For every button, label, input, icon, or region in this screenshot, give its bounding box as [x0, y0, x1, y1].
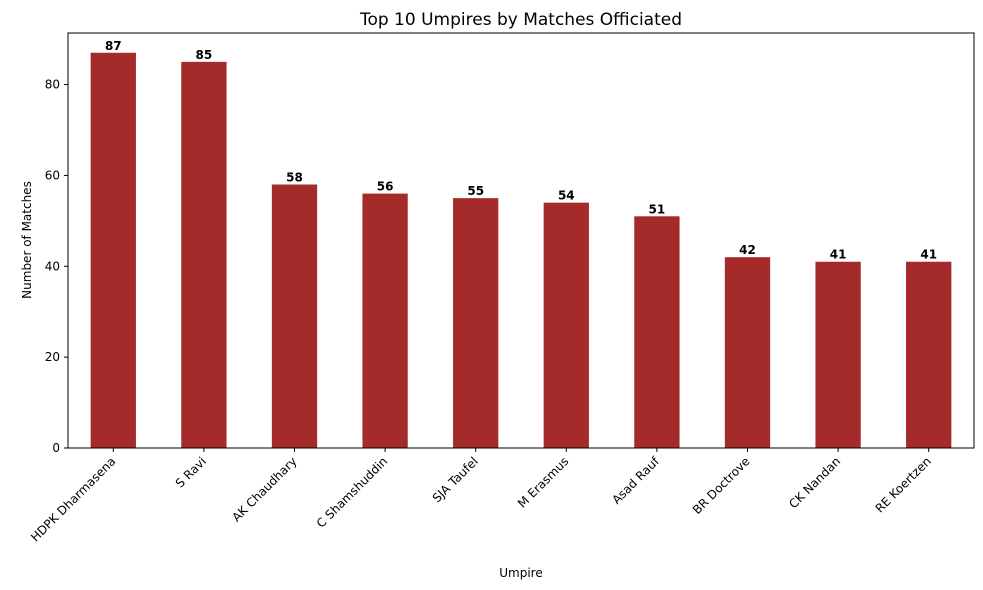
- bar: [724, 257, 771, 448]
- x-axis-label: Umpire: [499, 566, 542, 580]
- bar-value-label: 54: [558, 189, 575, 203]
- bar-value-label: 58: [286, 171, 303, 185]
- x-tick-label: SJA Taufel: [430, 454, 481, 505]
- x-tick-label: S Ravi: [173, 454, 209, 490]
- bar-value-label: 87: [105, 39, 122, 53]
- y-tick-label: 40: [45, 259, 60, 273]
- y-tick-label: 20: [45, 350, 60, 364]
- x-tick-label: BR Doctrove: [690, 454, 753, 517]
- x-tick-label: CK Nandan: [786, 454, 843, 511]
- plot-frame: [67, 32, 975, 449]
- bars-layer: [90, 52, 952, 448]
- bar: [543, 202, 589, 448]
- bar-value-label: 85: [196, 48, 213, 62]
- chart-title: Top 10 Umpires by Matches Officiated: [359, 10, 682, 30]
- x-tick-label: C Shamshuddin: [314, 454, 390, 530]
- bar: [271, 184, 318, 448]
- x-tick-label: M Erasmus: [515, 454, 571, 510]
- y-axis-label: Number of Matches: [20, 181, 34, 299]
- bar: [815, 261, 861, 448]
- bar-value-label: 51: [649, 202, 666, 216]
- y-tick-label: 80: [45, 78, 60, 92]
- y-tick-label: 0: [52, 441, 60, 455]
- bar-value-label: 42: [739, 243, 756, 257]
- x-axis: HDPK Dharmasena S Ravi AK Chaudhary C Shams…: [28, 448, 934, 545]
- x-tick-label: Asad Rauf: [609, 454, 662, 507]
- x-tick-label: AK Chaudhary: [229, 454, 299, 524]
- x-tick-label: RE Koertzen: [873, 454, 934, 515]
- bar: [453, 198, 499, 448]
- bar: [181, 61, 227, 448]
- bar: [362, 193, 408, 448]
- bar: [906, 261, 952, 448]
- x-tick-label: HDPK Dharmasena: [28, 454, 118, 544]
- bar-value-label: 41: [830, 248, 847, 262]
- bar: [634, 216, 680, 448]
- y-axis: 0 20 40 60 80: [45, 78, 68, 455]
- bar-value-label: 41: [920, 248, 937, 262]
- bar-value-label: 55: [467, 184, 484, 198]
- y-tick-label: 60: [45, 168, 60, 182]
- data-labels-layer: 87 85 58 56 55 54 51 42 41 41: [105, 39, 937, 262]
- bar: [90, 52, 136, 448]
- bar-value-label: 56: [377, 180, 394, 194]
